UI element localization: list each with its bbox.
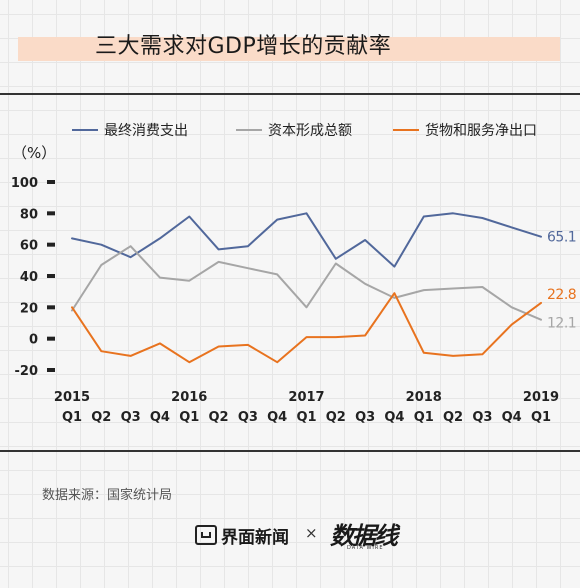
end-label-capital: 12.1 — [547, 316, 576, 332]
x-quarter-label: Q1 — [531, 410, 551, 425]
bottom-divider — [0, 450, 580, 452]
top-divider — [0, 93, 580, 95]
chart-legend: 最终消费支出 资本形成总额 货物和服务净出口 — [72, 122, 537, 139]
page-title: 三大需求对GDP增长的贡献率 — [95, 34, 392, 59]
end-value-labels: 65.1 12.1 22.8 — [547, 230, 577, 332]
collab-separator: × — [305, 524, 318, 542]
datawire-logo-subtext: DATA WIRE — [347, 545, 384, 551]
y-tick-mark — [47, 180, 55, 184]
y-tick-label: 60 — [20, 239, 38, 254]
x-year-label: 2016 — [171, 390, 207, 405]
series-line-net_export — [71, 292, 542, 364]
x-year-label: 2019 — [523, 390, 559, 405]
x-quarter-label: Q3 — [238, 410, 258, 425]
x-quarter-label: Q4 — [502, 410, 522, 425]
x-quarter-label: Q1 — [179, 410, 199, 425]
y-tick-mark — [47, 242, 55, 247]
y-axis-label: （%） — [12, 144, 56, 162]
jiemian-logo-icon — [195, 525, 217, 545]
y-tick-label: -20 — [15, 364, 39, 379]
x-quarter-label: Q2 — [443, 410, 463, 425]
x-quarter-label: Q3 — [121, 410, 141, 425]
y-tick-mark — [47, 368, 55, 372]
x-quarter-label: Q2 — [326, 410, 346, 425]
x-quarter-label: Q3 — [355, 410, 375, 425]
y-tick-mark — [47, 336, 55, 341]
jiemian-logo-text: 界面新闻 — [221, 528, 289, 548]
y-tick-label: 20 — [20, 301, 38, 316]
y-tick-label: 0 — [29, 333, 38, 348]
chart-series — [71, 212, 542, 364]
x-quarter-label: Q1 — [296, 410, 316, 425]
x-axis: Q1 Q2 Q3 Q4 Q1 Q2 Q3 Q4 Q1 Q2 Q3 Q4 Q1 Q2 Q3 Q4 Q1 2015 20… — [54, 390, 559, 425]
series-line-consumption — [71, 212, 542, 268]
x-quarter-label: Q2 — [91, 410, 111, 425]
x-year-label: 2018 — [406, 390, 442, 405]
x-quarter-label: Q4 — [384, 410, 404, 425]
end-label-net_export: 22.8 — [547, 287, 576, 303]
x-quarter-label: Q1 — [62, 410, 82, 425]
y-tick-label: 40 — [20, 270, 38, 285]
x-quarter-label: Q3 — [472, 410, 492, 425]
x-year-label: 2015 — [54, 390, 90, 405]
legend-label-net_export: 货物和服务净出口 — [425, 122, 537, 139]
x-quarter-label: Q2 — [209, 410, 229, 425]
y-tick-label: 100 — [11, 176, 38, 191]
legend-label-consumption: 最终消费支出 — [104, 123, 188, 139]
y-axis: 100 80 60 40 20 0 -20 — [11, 176, 55, 379]
x-quarter-label: Q4 — [150, 410, 170, 425]
y-tick-mark — [47, 211, 55, 216]
x-year-label: 2017 — [288, 390, 324, 405]
x-quarter-label: Q4 — [267, 410, 287, 425]
title-highlight-band — [18, 37, 560, 61]
datawire-logo-text: 数据线 — [330, 522, 398, 550]
y-tick-mark — [47, 305, 55, 310]
end-label-consumption: 65.1 — [547, 230, 576, 246]
y-tick-label: 80 — [20, 207, 38, 222]
x-quarter-label: Q1 — [414, 410, 434, 425]
legend-label-capital: 资本形成总额 — [268, 123, 352, 139]
data-source: 数据来源：国家统计局 — [42, 488, 173, 503]
series-line-capital — [71, 245, 542, 321]
y-tick-mark — [47, 274, 55, 278]
